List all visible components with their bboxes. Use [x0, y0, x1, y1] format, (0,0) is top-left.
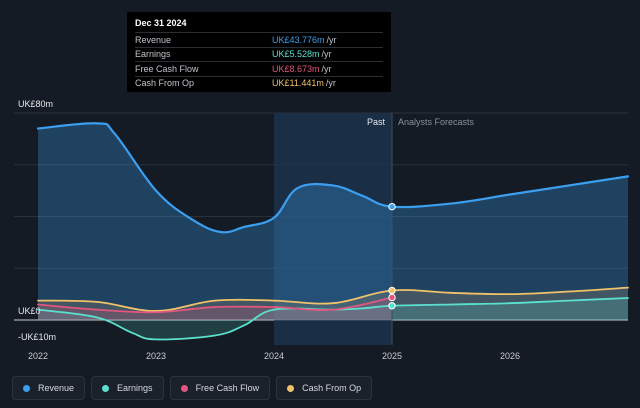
earnings-area: [38, 298, 628, 340]
tooltip-row-label: Revenue: [135, 34, 172, 45]
free-cash-flow-line: [37, 296, 393, 314]
legend-dot-icon: [287, 384, 295, 392]
free-cash-flow-area: [38, 297, 392, 320]
series-lines: [36, 122, 630, 341]
revenue-point: [388, 202, 396, 211]
tooltip-row-earnings: Earnings UK£5.528m/yr: [135, 46, 383, 62]
free-cash-flow-point: [388, 293, 396, 302]
past-label: Past: [367, 117, 386, 127]
earnings-point: [388, 302, 396, 310]
y-tick-label: -UK£10m: [18, 332, 56, 342]
x-tick-label: 2022: [28, 351, 48, 361]
x-tick-label: 2025: [382, 351, 402, 361]
tooltip-row-label: Free Cash Flow: [135, 63, 199, 74]
legend-item-cash-from-op[interactable]: Cash From Op: [276, 376, 373, 400]
y-tick-label: UK£80m: [18, 99, 53, 109]
tooltip-rows: Revenue UK£43.776m/yr Earnings UK£5.528m/yr…: [135, 32, 383, 90]
legend-label: Earnings: [117, 383, 153, 393]
legend-dot-icon: [23, 384, 30, 392]
x-tick-label: 2023: [146, 351, 166, 361]
tooltip-row-value: UK£43.776m: [272, 34, 325, 45]
legend-label: Free Cash Flow: [195, 383, 260, 393]
tooltip-row-label: Earnings: [135, 49, 171, 60]
tooltip-row-value: UK£8.673m: [272, 63, 320, 74]
tooltip-date: Dec 31 2024: [135, 18, 187, 28]
legend-label: Revenue: [38, 383, 75, 393]
tooltip-row-unit: /yr: [325, 78, 336, 89]
revenue-area: [38, 123, 628, 320]
tooltip-row-unit: /yr: [321, 49, 332, 60]
legend: Revenue Earnings Free Cash Flow Cash From O…: [12, 376, 373, 400]
tooltip-row-revenue: Revenue UK£43.776m/yr: [135, 32, 383, 47]
legend-item-revenue[interactable]: Revenue: [12, 376, 86, 400]
tooltip-row-cash-from-op: Cash From Op UK£11.441m/yr: [135, 75, 383, 91]
legend-dot-icon: [102, 384, 110, 392]
tooltip-row-label: Cash From Op: [135, 78, 195, 89]
tooltip-row-unit: /yr: [326, 34, 337, 45]
tooltip-row-value: UK£5.528m: [272, 49, 320, 60]
tooltip: Dec 31 2024 Revenue UK£43.776m/yr Earnings…: [127, 12, 391, 92]
series-dots: [388, 202, 396, 310]
highlight-band: [274, 113, 392, 345]
cash-from-op-point: [388, 286, 396, 295]
x-tick-label: 2024: [264, 351, 284, 361]
tooltip-row-value: UK£11.441m: [272, 78, 324, 89]
forecast-label: Analysts Forecasts: [398, 117, 475, 127]
tooltip-row-free-cash-flow: Free Cash Flow UK£8.673m/yr: [135, 61, 383, 76]
legend-dot-icon: [180, 384, 188, 392]
x-tick-label: 2026: [500, 351, 520, 361]
y-tick-label: UK£0: [18, 306, 41, 316]
legend-item-earnings[interactable]: Earnings: [91, 376, 164, 400]
cash-from-op-line: [37, 286, 629, 312]
legend-label: Cash From Op: [302, 383, 362, 393]
legend-item-free-cash-flow[interactable]: Free Cash Flow: [169, 376, 271, 400]
tooltip-row-unit: /yr: [321, 63, 332, 74]
axis-labels: 2022 2023 2024 2025 2026 UK£80m UK£0 -UK£10m: [18, 99, 520, 361]
revenue-line: [36, 122, 630, 234]
